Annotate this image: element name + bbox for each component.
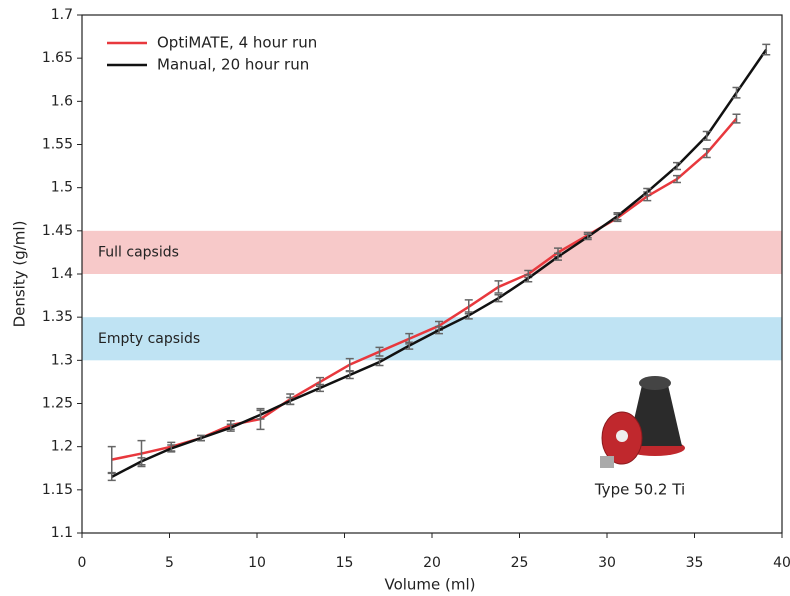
y-tick-label: 1.2: [51, 439, 73, 455]
error-bar: [524, 274, 533, 283]
x-tick-label: 15: [336, 555, 354, 571]
rotor-image: [600, 376, 685, 468]
annotation: Type 50.2 Ti: [594, 481, 685, 499]
error-bar: [345, 370, 354, 380]
x-tick-label: 5: [165, 555, 174, 571]
y-tick-label: 1.15: [42, 482, 73, 498]
x-tick-label: 20: [423, 555, 441, 571]
error-bar: [643, 187, 652, 197]
error-bar: [702, 130, 711, 141]
error-bar: [405, 341, 414, 350]
error-bar: [375, 346, 384, 357]
error-bar: [345, 357, 354, 372]
legend-label: OptiMATE, 4 hour run: [157, 34, 317, 52]
y-tick-label: 1.5: [51, 180, 73, 196]
error-bar: [167, 444, 176, 453]
x-tick-label: 10: [248, 555, 266, 571]
error-bar: [256, 409, 265, 420]
y-axis-label: Density (g/ml): [11, 221, 29, 328]
legend-label: Manual, 20 hour run: [157, 56, 309, 74]
error-bar: [464, 311, 473, 320]
error-bar: [494, 293, 503, 303]
y-tick-label: 1.6: [51, 93, 73, 109]
x-tick-label: 35: [686, 555, 704, 571]
band-label: Full capsids: [98, 244, 179, 260]
error-bar: [316, 383, 324, 393]
y-tick-label: 1.55: [42, 137, 73, 153]
x-tick-label: 40: [773, 555, 790, 571]
y-tick-label: 1.3: [51, 352, 73, 368]
error-bar: [197, 434, 205, 442]
x-axis-label: Volume (ml): [384, 576, 475, 594]
error-bar: [107, 472, 116, 482]
error-bar: [732, 86, 741, 99]
error-bar: [583, 233, 592, 241]
error-bar: [226, 423, 235, 432]
y-tick-label: 1.1: [51, 525, 73, 541]
error-bar: [673, 161, 681, 171]
x-tick-label: 25: [511, 555, 529, 571]
band-label: Empty capsids: [98, 331, 200, 347]
error-bar: [673, 174, 681, 184]
y-tick-label: 1.25: [42, 396, 73, 412]
y-tick-label: 1.65: [42, 50, 73, 66]
y-tick-label: 1.7: [51, 7, 73, 23]
x-tick-label: 0: [78, 555, 87, 571]
x-tick-label: 30: [598, 555, 616, 571]
error-bar: [613, 211, 622, 221]
y-tick-label: 1.35: [42, 309, 73, 325]
error-bar: [286, 396, 295, 406]
error-bar: [137, 457, 146, 466]
band: [82, 317, 782, 361]
error-bar: [732, 113, 741, 124]
error-bar: [762, 43, 771, 56]
error-bar: [375, 357, 384, 367]
error-bar: [435, 325, 443, 335]
y-tick-label: 1.4: [51, 266, 73, 282]
y-tick-label: 1.45: [42, 223, 73, 239]
error-bar: [554, 252, 562, 261]
error-bar: [107, 445, 116, 474]
error-bar: [702, 148, 711, 159]
band: [82, 230, 782, 274]
error-bar: [494, 280, 503, 294]
